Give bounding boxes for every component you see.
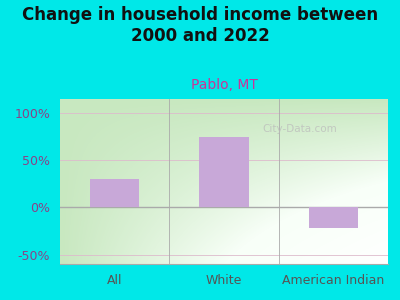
Text: Pablo, MT: Pablo, MT xyxy=(190,78,258,92)
Bar xyxy=(90,179,139,207)
Text: Change in household income between
2000 and 2022: Change in household income between 2000 … xyxy=(22,6,378,45)
Bar xyxy=(309,207,358,228)
Bar xyxy=(199,137,248,207)
Text: City-Data.com: City-Data.com xyxy=(262,124,337,134)
